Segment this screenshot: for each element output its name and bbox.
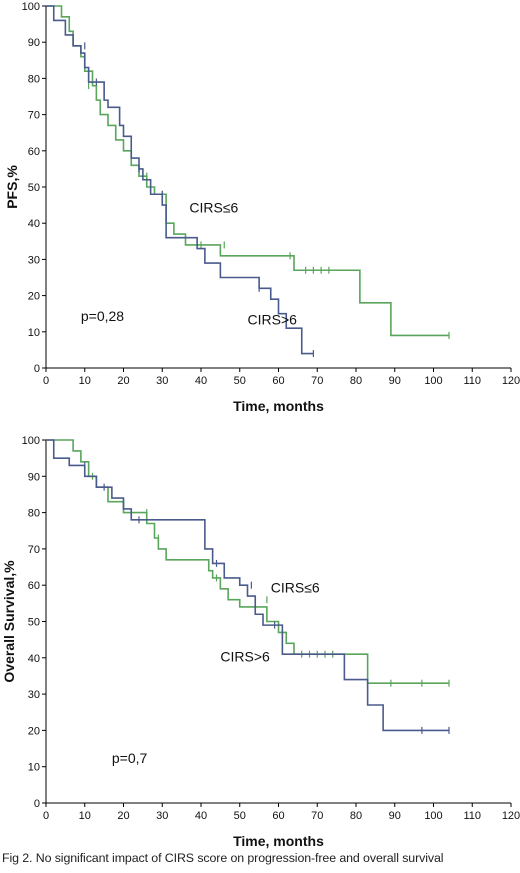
x-tick-label: 0 [43,810,49,822]
y-tick-label: 30 [28,254,40,266]
x-tick-label: 10 [79,375,91,387]
series-label: CIRS≤6 [271,579,320,595]
survival-curve-cirs-gt6 [46,439,449,732]
x-tick-label: 80 [350,810,362,822]
y-tick-label: 90 [28,37,40,49]
survival-curve-cirs-gt6 [46,5,314,355]
y-axis-title: PFS,% [4,165,20,209]
x-tick-label: 100 [424,810,442,822]
x-tick-label: 110 [463,810,481,822]
y-tick-label: 0 [34,363,40,375]
x-tick-label: 70 [311,810,323,822]
series-label: CIRS>6 [220,648,270,664]
x-tick-label: 0 [43,375,49,387]
x-tick-label: 120 [502,375,520,387]
y-tick-label: 70 [28,544,40,556]
y-tick-label: 20 [28,291,40,303]
x-tick-label: 10 [79,810,91,822]
x-tick-label: 30 [156,375,168,387]
os-chart-panel: 0 10 20 30 40 50 60 70 80 90 100 0 10 20 30 40 50 60 70 80 9… [1,435,520,849]
y-tick-label: 10 [28,762,40,774]
y-tick-label: 40 [28,218,40,230]
x-tick-label: 50 [234,375,246,387]
y-tick-label: 80 [28,73,40,85]
p-value-label: p=0,7 [112,750,148,766]
x-axis-title: Time, months [233,833,324,849]
x-axis-title: Time, months [233,398,324,414]
x-tick-label: 40 [195,810,207,822]
p-value-label: p=0,28 [81,308,124,324]
x-tick-label: 40 [195,375,207,387]
x-tick-label: 90 [389,375,401,387]
x-tick-label: 90 [389,810,401,822]
series-label: CIRS>6 [248,312,298,328]
survival-curve-cirs-le6 [46,439,449,685]
x-tick-label: 100 [424,375,442,387]
y-tick-label: 60 [28,580,40,592]
x-tick-label: 80 [350,375,362,387]
y-tick-label: 20 [28,725,40,737]
y-axis-title: Overall Survival,% [1,560,17,683]
y-tick-label: 100 [22,1,40,13]
x-tick-label: 50 [234,810,246,822]
x-tick-label: 20 [117,375,129,387]
y-tick-label: 100 [22,435,40,447]
pfs-chart-panel: 0 10 20 30 40 50 60 70 80 90 100 0 10 20 30 40 50 60 70 80 9… [4,1,520,414]
x-tick-label: 30 [156,810,168,822]
y-tick-label: 80 [28,508,40,520]
y-tick-label: 90 [28,471,40,483]
y-tick-label: 50 [28,617,40,629]
y-tick-label: 50 [28,182,40,194]
y-tick-label: 70 [28,110,40,122]
y-tick-label: 40 [28,653,40,665]
y-tick-label: 0 [34,798,40,810]
y-tick-label: 60 [28,146,40,158]
series-label: CIRS≤6 [189,199,238,215]
figure-caption: Fig 2. No significant impact of CIRS sco… [2,851,444,865]
x-tick-label: 20 [117,810,129,822]
x-tick-label: 110 [463,375,481,387]
x-tick-label: 60 [272,810,284,822]
x-tick-label: 60 [272,375,284,387]
x-tick-label: 70 [311,375,323,387]
y-tick-label: 30 [28,689,40,701]
x-tick-label: 120 [502,810,520,822]
y-tick-label: 10 [28,327,40,339]
survival-curve-cirs-le6 [46,5,449,337]
